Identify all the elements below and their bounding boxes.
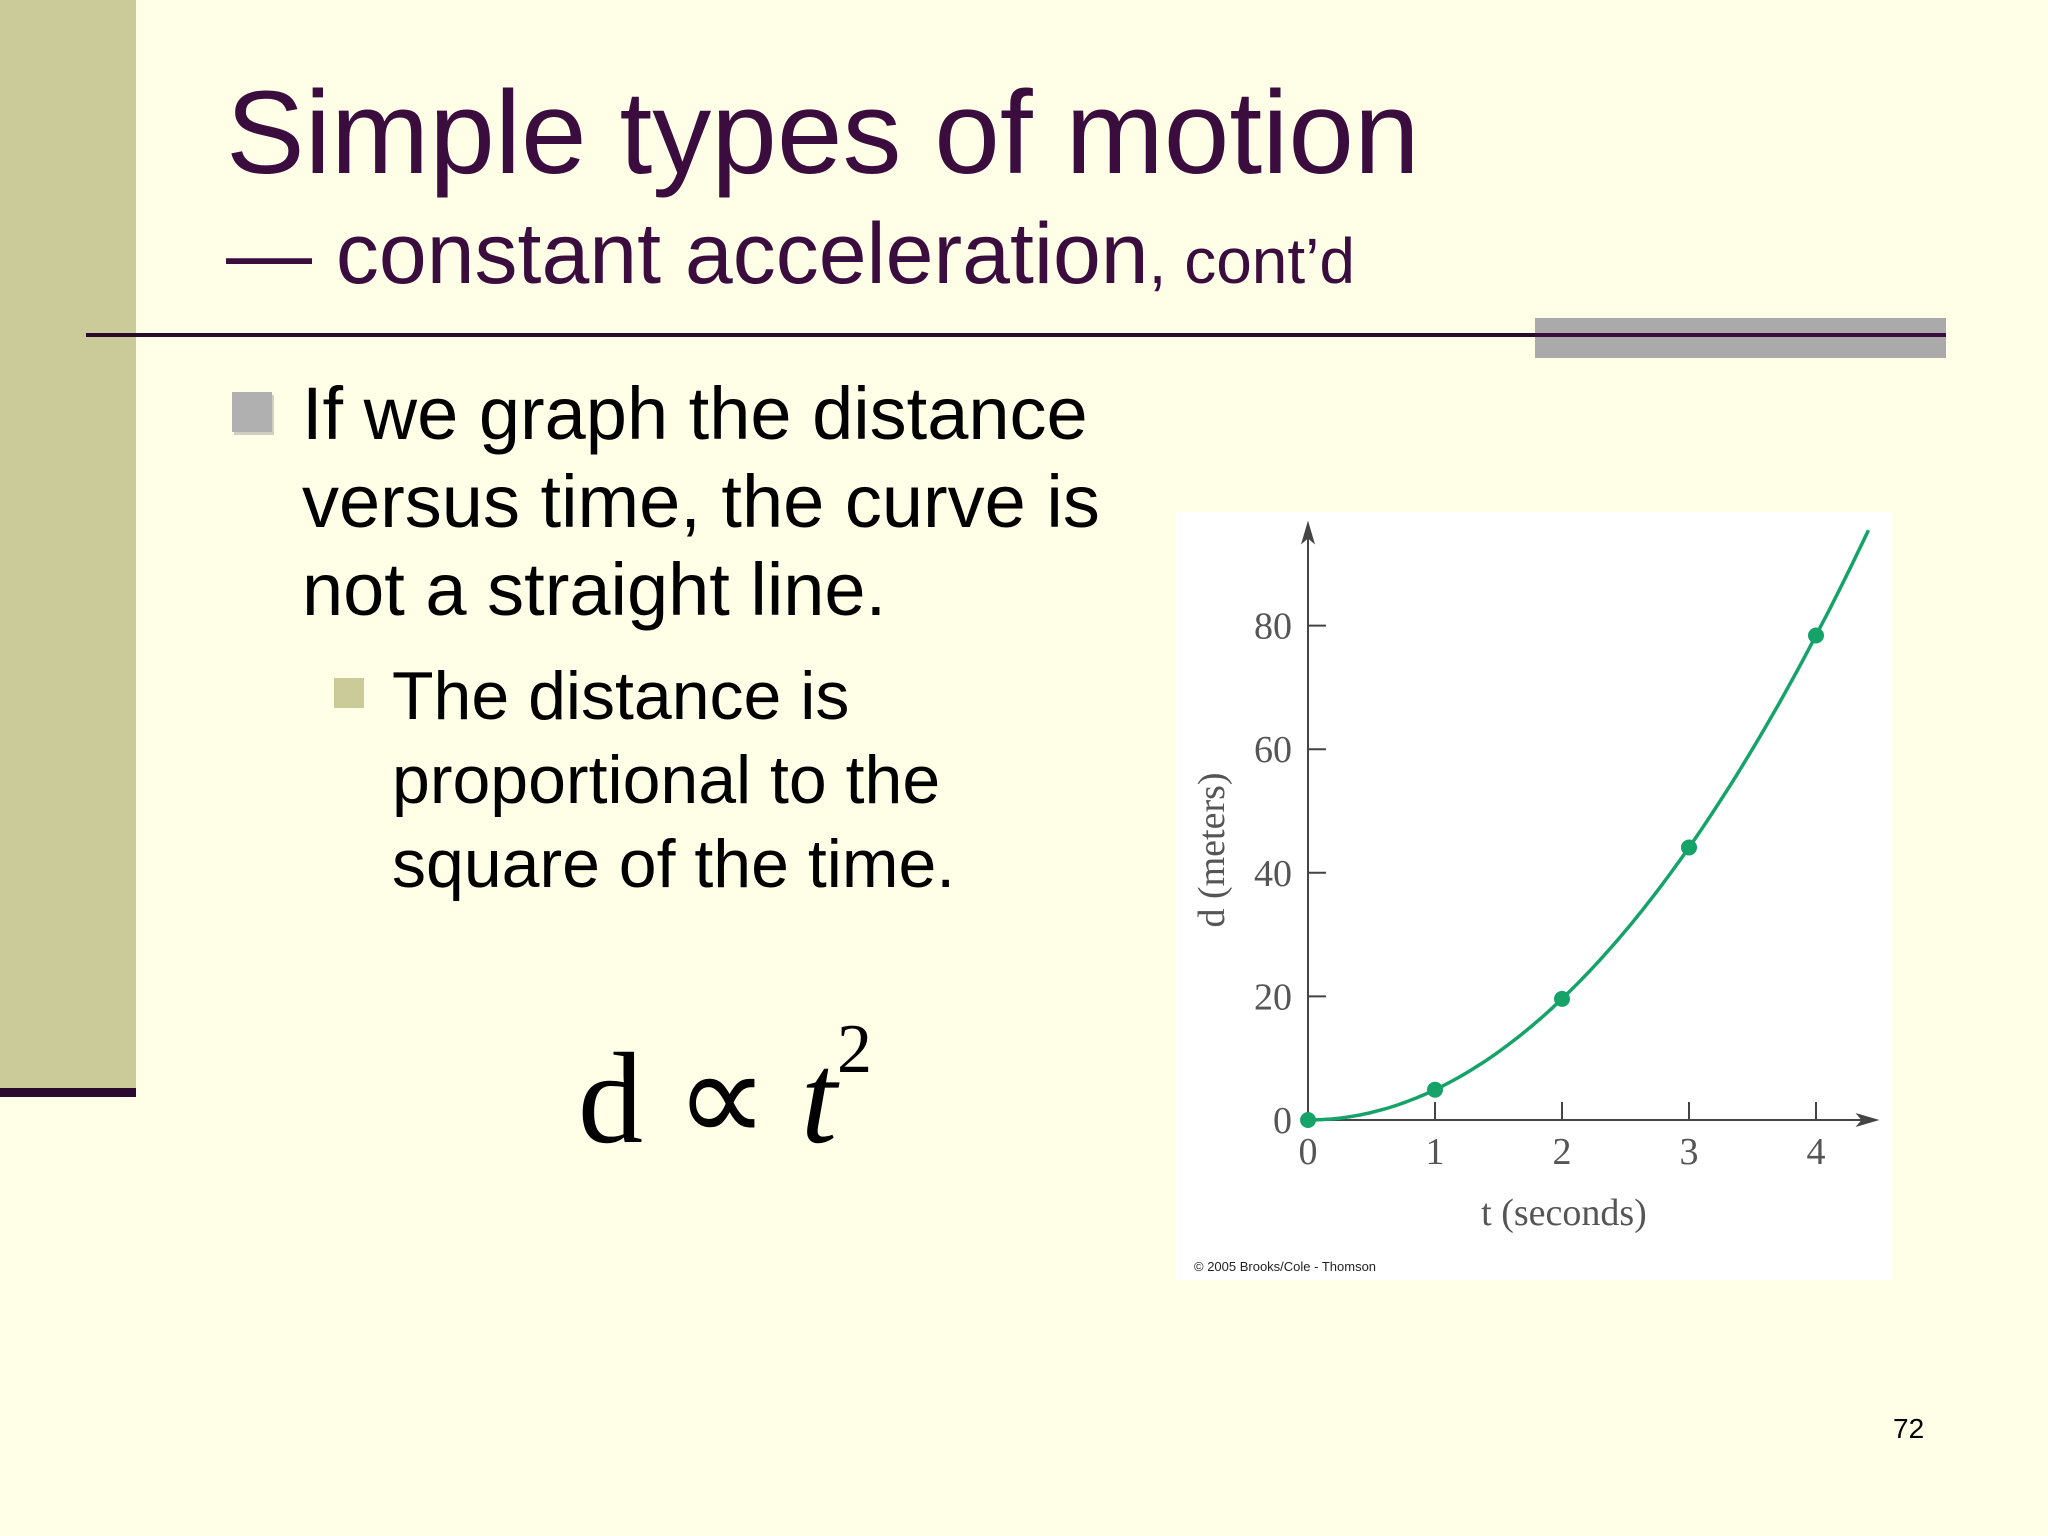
formula-lhs: d	[578, 1027, 643, 1171]
y-tick-label: 0	[1273, 1100, 1292, 1142]
title-rule	[86, 333, 1946, 337]
distance-curve	[1308, 529, 1870, 1122]
y-tick-label: 20	[1254, 976, 1292, 1018]
formula-operator: ∝	[675, 1027, 769, 1171]
formula-variable: t	[800, 1027, 837, 1171]
distance-time-chart: 0 1 2 3 4 0 20 40 60 80 t (seconds) d (meters) © 20…	[1176, 512, 1892, 1280]
x-tick-label: 3	[1680, 1131, 1699, 1173]
x-tick-label: 0	[1299, 1131, 1318, 1173]
sidebar-strip	[0, 0, 136, 1088]
title-rule-shadow	[1535, 318, 1946, 358]
y-tick-label: 60	[1254, 729, 1292, 771]
bullet-level2: The distance is proportional to the squa…	[392, 658, 956, 902]
data-point	[1808, 627, 1824, 644]
title-rule-accent	[1535, 333, 1946, 337]
x-tick-label: 2	[1553, 1131, 1572, 1173]
page-number: 72	[1893, 1413, 1925, 1444]
formula-exponent: 2	[837, 1011, 872, 1088]
subtitle-suffix: , cont’d	[1148, 225, 1355, 297]
data-point	[1427, 1081, 1443, 1098]
slide-title: Simple types of motion	[226, 67, 1420, 199]
data-point	[1300, 1112, 1316, 1128]
y-axis-label: d (meters)	[1191, 772, 1233, 927]
x-tick-label: 4	[1807, 1131, 1826, 1173]
y-axis-arrow	[1301, 520, 1315, 545]
data-point	[1554, 990, 1570, 1007]
sidebar-accent-bar	[0, 1088, 136, 1097]
y-tick-label: 80	[1254, 606, 1292, 648]
image-credit: © 2005 Brooks/Cole - Thomson	[1194, 1259, 1377, 1274]
data-point	[1681, 839, 1697, 856]
bullet-marker-level1	[232, 392, 272, 432]
y-tick-label: 40	[1254, 853, 1292, 895]
x-axis-arrow	[1855, 1113, 1880, 1127]
x-axis-label: t (seconds)	[1481, 1192, 1647, 1234]
bullet-marker-level2	[334, 678, 364, 708]
slide-subtitle: — constant acceleration, cont’d	[226, 205, 1355, 304]
proportionality-formula: d ∝ t2	[578, 1010, 872, 1174]
bullet-level1: If we graph the distance versus time, th…	[302, 372, 1100, 631]
subtitle-main: — constant acceleration	[226, 206, 1149, 302]
x-tick-label: 1	[1426, 1131, 1445, 1173]
